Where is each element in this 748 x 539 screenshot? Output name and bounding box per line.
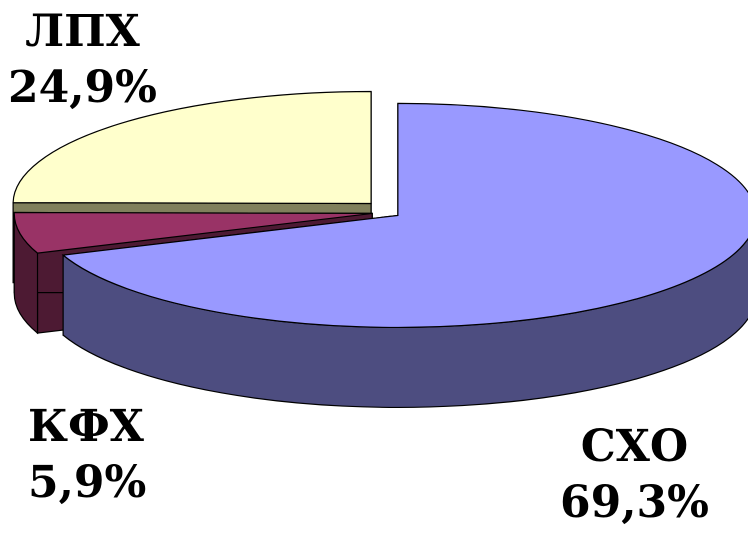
label-lph-name: ЛПХ [25,6,140,57]
label-sho-name: СХО [580,421,689,472]
pie-slice-0 [61,102,748,328]
label-kfh-name: КФХ [28,401,144,452]
label-sho-value: 69,3% [560,477,709,528]
label-lph-value: 24,9% [8,62,157,113]
label-kfh-value: 5,9% [28,457,147,508]
label-kfh: КФХ 5,9% [28,405,146,505]
pie-slice-1 [13,211,373,254]
pie-slice-2 [12,90,372,205]
label-sho: СХО 69,3% [560,425,709,525]
label-lph: ЛПХ 24,9% [8,10,157,110]
